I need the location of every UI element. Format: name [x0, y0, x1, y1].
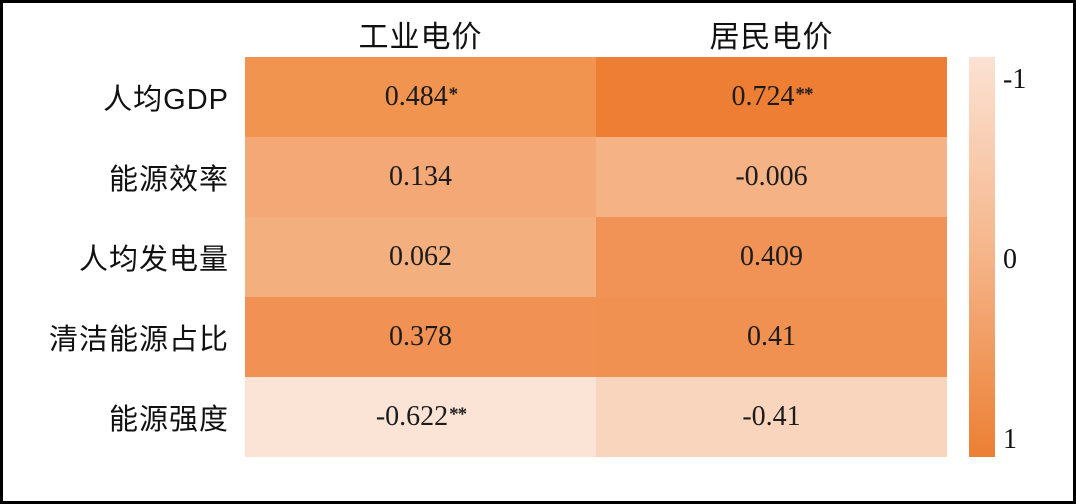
heatmap-cell-r2c1: 0.409: [596, 217, 947, 297]
cell-value: -0.006: [735, 161, 808, 192]
row-label-gdp-per-capita: 人均GDP: [103, 84, 229, 116]
heatmap-cell-r0c0: 0.484 *: [245, 57, 596, 137]
heatmap-cell-r3c1: 0.41: [596, 297, 947, 377]
heatmap-cell-r1c1: -0.006: [596, 137, 947, 217]
column-header-residential-price: 居民电价: [709, 21, 834, 54]
colorbar-tick-one: 1: [1003, 424, 1017, 455]
heatmap-cell-r3c0: 0.378: [245, 297, 596, 377]
heatmap-cell-r1c0: 0.134: [245, 137, 596, 217]
cell-value: -0.41: [742, 401, 801, 432]
row-label-energy-efficiency: 能源效率: [108, 164, 229, 196]
cell-value: -0.622: [375, 401, 449, 432]
cell-value: 0.484: [384, 81, 448, 112]
colorbar-tick-zero: 0: [1003, 244, 1017, 275]
row-label-clean-energy-share: 清洁能源占比: [48, 324, 229, 356]
cell-value: 0.409: [740, 241, 803, 272]
heatmap-cell-r0c1: 0.724 **: [596, 57, 947, 137]
cell-value: 0.134: [389, 161, 452, 192]
cell-value: 0.724: [731, 81, 795, 112]
row-label-energy-intensity: 能源强度: [108, 404, 229, 436]
heatmap-cell-r4c0: -0.622 **: [245, 377, 596, 457]
cell-value: 0.378: [389, 321, 452, 352]
row-labels: 人均GDP 能源效率 人均发电量 清洁能源占比 能源强度: [3, 57, 237, 457]
heatmap-cell-r2c0: 0.062: [245, 217, 596, 297]
significance-marker: **: [795, 83, 813, 105]
colorbar-tick-minus-one: -1: [1003, 64, 1027, 95]
heatmap-grid: 0.484 * 0.724 ** 0.134 -0.006 0.062 0.409 …: [245, 57, 947, 457]
significance-marker: *: [448, 83, 458, 105]
cell-value: 0.062: [389, 241, 452, 272]
colorbar-gradient: [969, 57, 995, 457]
cell-value: 0.41: [747, 321, 796, 352]
row-label-generation-per-capita: 人均发电量: [78, 244, 229, 276]
significance-marker: **: [449, 403, 467, 425]
column-header-industrial-price: 工业电价: [358, 21, 483, 54]
heatmap-cell-r4c1: -0.41: [596, 377, 947, 457]
